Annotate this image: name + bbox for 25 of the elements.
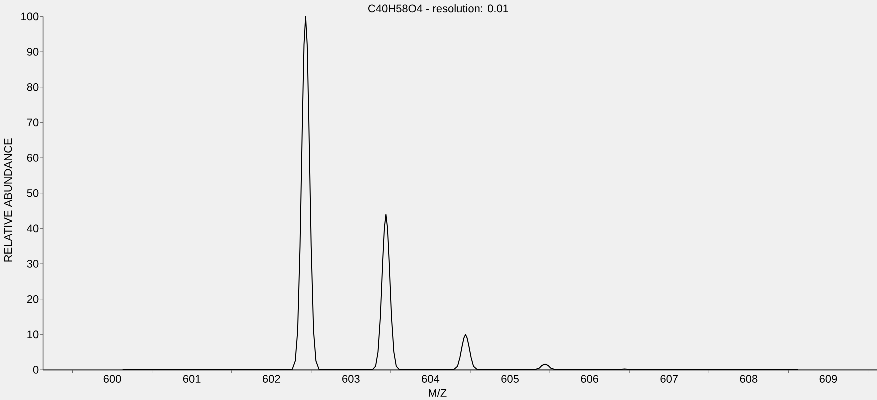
x-tick-label: 602 — [263, 375, 280, 383]
y-tick-label: 0 — [33, 366, 39, 374]
y-tick-label: 80 — [27, 83, 39, 92]
y-tick-label: 30 — [27, 260, 39, 268]
x-axis-title: M/Z — [429, 388, 447, 398]
x-tick-label: 600 — [104, 375, 122, 383]
x-tick-label: 607 — [660, 375, 678, 383]
y-tick-label: 60 — [27, 154, 39, 162]
y-tick-label: 100 — [22, 12, 39, 21]
x-tick-label: 606 — [581, 375, 599, 383]
x-tick-label: 605 — [502, 375, 519, 383]
chart-title: C40H58O4 - resolution: 0.01 — [368, 4, 508, 13]
x-tick-label: 603 — [342, 375, 360, 383]
x-tick-label: 609 — [820, 375, 838, 383]
y-tick-label: 70 — [27, 118, 39, 127]
line-series — [122, 16, 799, 370]
y-tick-label: 50 — [27, 189, 39, 198]
x-tick-label: 601 — [183, 375, 201, 383]
y-tick-label: 90 — [27, 48, 39, 56]
x-tick-label: 608 — [740, 375, 758, 383]
x-tick-label: 604 — [422, 375, 440, 383]
y-axis-title: RELATIVE ABUNDANCE — [4, 138, 12, 262]
y-tick-label: 20 — [27, 295, 39, 304]
y-tick-label: 40 — [27, 224, 39, 233]
y-tick-label: 10 — [28, 330, 39, 339]
